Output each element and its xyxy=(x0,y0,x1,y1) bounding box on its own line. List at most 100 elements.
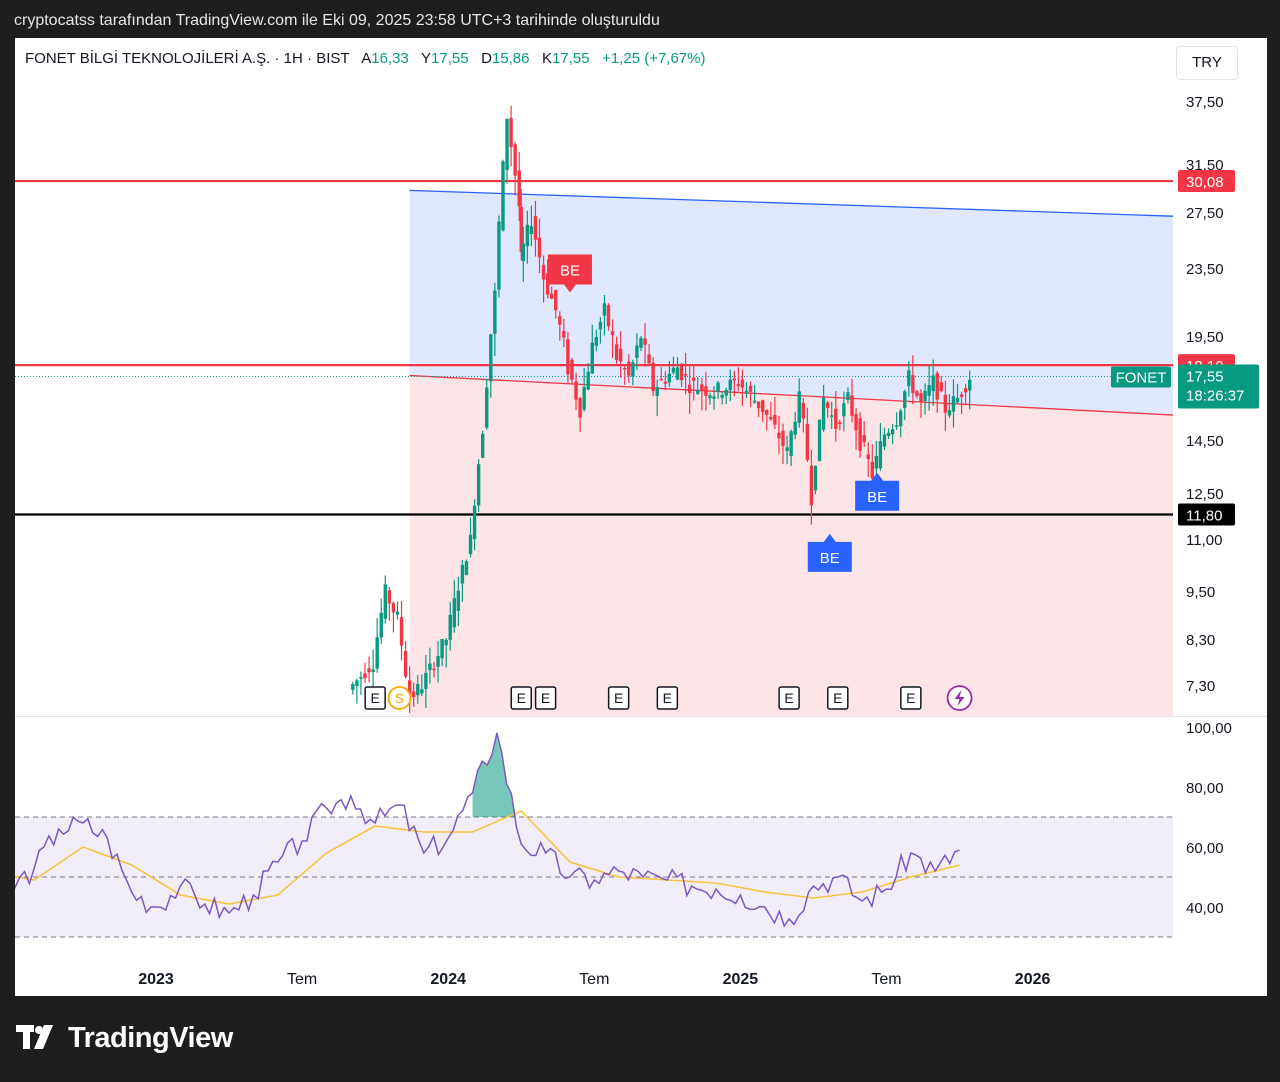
candle-body xyxy=(927,385,931,396)
candle-body xyxy=(407,680,412,701)
candle-body xyxy=(493,290,497,334)
candle-body xyxy=(468,534,473,555)
event-box xyxy=(364,686,386,710)
candle-106 xyxy=(777,415,781,454)
rsi-line xyxy=(15,732,960,928)
candle-149 xyxy=(951,379,956,428)
candle-114 xyxy=(809,449,814,525)
rsi-tick-1: 80,00 xyxy=(1186,780,1224,797)
earnings-icon-6[interactable]: E xyxy=(778,686,800,710)
candle-body xyxy=(732,378,737,381)
candle-body xyxy=(862,435,866,443)
candle-151 xyxy=(959,391,964,414)
candle-body xyxy=(497,221,501,290)
time-axis[interactable]: 2023 Tem 2024 Tem 2025 Tem 2026 xyxy=(138,971,1050,988)
candle-body xyxy=(578,398,582,418)
candle-body xyxy=(355,680,359,686)
candle-7 xyxy=(379,598,383,644)
earnings-icon-3[interactable]: E xyxy=(534,686,557,710)
candle-body xyxy=(712,396,716,399)
candle-51 xyxy=(554,289,558,319)
candle-body xyxy=(432,668,436,671)
candle-27 xyxy=(460,559,465,602)
candle-body xyxy=(440,639,444,659)
candle-81 xyxy=(675,357,680,380)
candle-body xyxy=(671,367,676,373)
event-label: E xyxy=(663,690,672,706)
candle-153 xyxy=(967,370,972,410)
candle-body xyxy=(627,361,631,376)
event-box xyxy=(778,686,800,710)
candle-body xyxy=(371,669,375,672)
time-tick-2: 2024 xyxy=(430,971,466,988)
candle-72 xyxy=(639,335,643,352)
candle-body xyxy=(740,379,745,388)
candle-body xyxy=(748,385,753,392)
candle-73 xyxy=(643,323,647,367)
candle-body xyxy=(428,663,432,671)
price-axis[interactable]: 37,50 31,50 27,50 23,50 19,50 14,50 12,50 11,00… xyxy=(1111,94,1259,917)
price-tick-4: 19,50 xyxy=(1186,329,1224,346)
candle-body xyxy=(606,305,611,327)
candle-body xyxy=(480,433,485,458)
earnings-icon-2[interactable]: E xyxy=(510,686,532,710)
price-tick-7: 11,00 xyxy=(1186,532,1222,549)
channel-middle-line xyxy=(409,374,1173,416)
candle-body xyxy=(610,331,615,335)
candle-body xyxy=(785,447,789,451)
signal-buy-1[interactable]: BE xyxy=(855,472,900,511)
symbol-legend[interactable]: FONET BİLGİ TEKNOLOJİLERİ A.Ş. · 1H · BI… xyxy=(25,50,705,67)
candle-body xyxy=(570,359,574,380)
candle-body xyxy=(870,461,874,479)
candle-96 xyxy=(736,367,741,392)
candle-139 xyxy=(911,355,915,405)
candle-body xyxy=(813,465,818,491)
legend-close-label: K xyxy=(542,50,553,67)
signal-markers[interactable]: BE BE BE xyxy=(547,254,900,572)
price-tick-0: 37,50 xyxy=(1186,94,1224,111)
candle-84 xyxy=(687,366,692,414)
candle-44 xyxy=(525,210,530,264)
currency-button[interactable]: TRY xyxy=(1176,46,1238,80)
candle-18 xyxy=(424,654,428,709)
signal-buy-2[interactable]: BE xyxy=(807,533,852,572)
candle-body xyxy=(379,612,383,638)
split-icon-1[interactable]: S xyxy=(387,686,412,710)
candle-body xyxy=(943,394,948,413)
candle-body xyxy=(724,389,728,396)
candle-body xyxy=(919,393,923,402)
signal-badge xyxy=(855,472,900,511)
candle-body xyxy=(485,387,489,428)
channel-upper-line xyxy=(409,189,1173,217)
candle-80 xyxy=(671,356,676,375)
event-box xyxy=(827,686,849,710)
price-tick-3: 23,50 xyxy=(1186,261,1224,278)
price-tick-8: 9,50 xyxy=(1186,584,1215,601)
candles xyxy=(351,105,972,714)
candle-48 xyxy=(541,255,546,303)
earnings-icon-5[interactable]: E xyxy=(656,686,679,710)
earnings-icon-7[interactable]: E xyxy=(827,686,849,710)
signal-sell-0[interactable]: BE xyxy=(547,254,592,293)
legend-symbol: FONET BİLGİ TEKNOLOJİLERİ A.Ş. · 1H · BI… xyxy=(25,50,350,67)
rsi-pane xyxy=(15,732,1173,938)
tradingview-brand[interactable]: TradingView xyxy=(16,1022,233,1055)
level-label-2: 11,80 xyxy=(1186,507,1222,524)
candle-body xyxy=(659,378,663,381)
earnings-icon-8[interactable]: E xyxy=(900,686,922,710)
candle-31 xyxy=(476,459,481,513)
candle-body xyxy=(549,293,554,299)
candle-56 xyxy=(574,372,578,411)
lightning-icon-9[interactable] xyxy=(946,685,973,711)
earnings-icon-0[interactable]: E xyxy=(364,686,386,710)
candle-146 xyxy=(939,376,943,393)
time-tick-5: Tem xyxy=(871,971,901,988)
candle-body xyxy=(529,226,534,235)
signal-label: BE xyxy=(820,550,840,567)
candle-body xyxy=(744,390,749,394)
candle-92 xyxy=(720,391,724,405)
earnings-icon-4[interactable]: E xyxy=(607,686,630,710)
candle-body xyxy=(838,422,842,425)
